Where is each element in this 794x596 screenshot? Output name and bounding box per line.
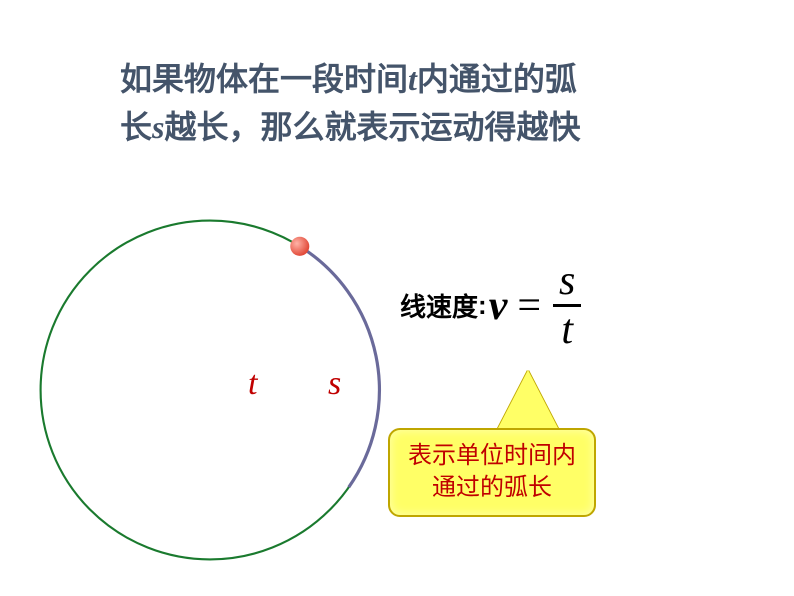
callout-line2: 通过的弧长 xyxy=(408,472,576,504)
heading-t-var: t xyxy=(408,61,417,97)
label-t: t xyxy=(248,365,257,403)
label-s: s xyxy=(328,365,341,403)
formula-colon: : xyxy=(478,290,487,321)
formula-numerator: s xyxy=(551,260,583,304)
heading-part1: 如果物体在一段时间 xyxy=(120,61,408,97)
heading-part2: 内通过的弧 xyxy=(417,61,577,97)
formula: 线速度: v = s t xyxy=(400,260,583,351)
label-t-text: t xyxy=(248,365,257,402)
label-s-text: s xyxy=(328,365,341,402)
moving-ball xyxy=(290,237,309,256)
formula-denominator: t xyxy=(553,304,581,351)
formula-fraction: s t xyxy=(551,260,583,351)
formula-v: v xyxy=(489,282,508,330)
heading: 如果物体在一段时间t内通过的弧 长s越长，那么就表示运动得越快 xyxy=(120,55,680,151)
heading-part4: 越长，那么就表示运动得越快 xyxy=(164,109,580,145)
formula-eq: = xyxy=(517,282,541,330)
callout-pointer xyxy=(498,370,558,428)
heading-s-var: s xyxy=(152,109,164,145)
formula-label: 线速度 xyxy=(400,287,478,324)
callout-box: 表示单位时间内 通过的弧长 xyxy=(388,428,596,517)
heading-part3: 长 xyxy=(120,109,152,145)
callout: 表示单位时间内 通过的弧长 xyxy=(388,370,596,517)
callout-line1: 表示单位时间内 xyxy=(408,440,576,472)
